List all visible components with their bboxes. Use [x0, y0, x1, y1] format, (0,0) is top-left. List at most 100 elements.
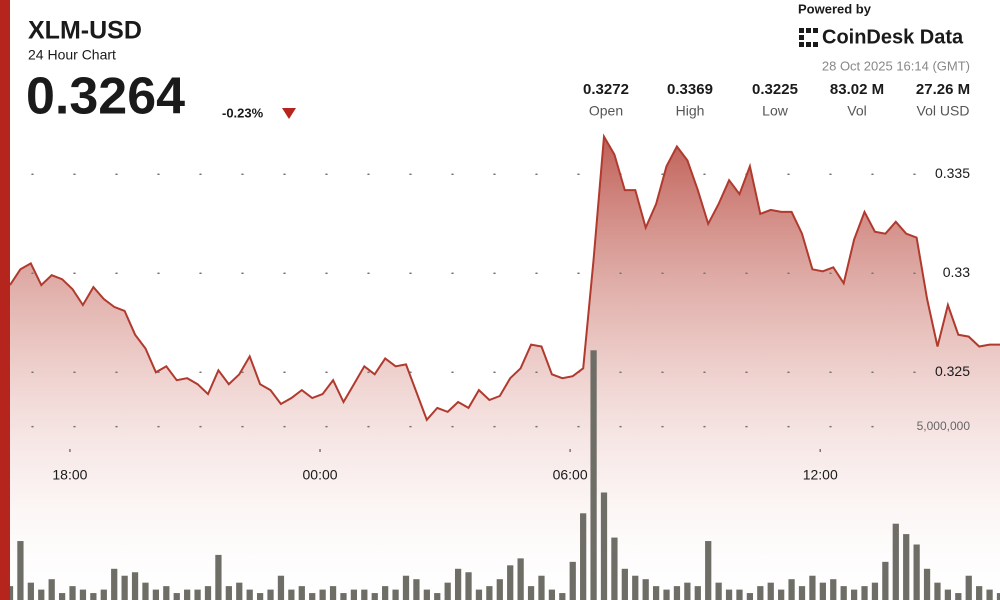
price-line — [9, 133, 1000, 422]
volume-bar — [382, 586, 389, 600]
volume-bar — [652, 586, 660, 600]
stat-label: Open — [589, 103, 623, 119]
volume-bar — [215, 554, 222, 600]
volume-bar — [705, 541, 712, 600]
stat-value: 0.3225 — [752, 81, 798, 98]
volume-bar — [121, 575, 128, 600]
volume-bar — [736, 589, 743, 600]
volume-bar — [163, 586, 170, 600]
volume-bar — [444, 582, 451, 600]
x-tick-label: 12:00 — [803, 467, 838, 483]
volume-bar — [517, 558, 524, 600]
plot: 0.325 0.33 0.335 5,000,000 18:00 00:00 06:00 12… — [6, 133, 1000, 600]
volume-bar — [673, 586, 681, 600]
volume-bar — [850, 589, 858, 600]
stat-value: 0.3272 — [583, 81, 629, 98]
volume-bar — [871, 582, 879, 600]
volume-bar — [329, 586, 337, 600]
y-tick-label: 0.325 — [935, 363, 970, 379]
volume-bar — [548, 589, 556, 600]
volume-bar — [38, 589, 45, 600]
volume-bar — [913, 544, 920, 600]
volume-bar — [90, 593, 97, 600]
price-area — [10, 136, 1000, 600]
volume-bar — [684, 582, 691, 600]
volume-bar — [288, 589, 295, 600]
volume-bar — [111, 568, 118, 600]
volume-bar — [861, 586, 868, 600]
volume-bar — [830, 579, 837, 600]
volume-bar — [392, 589, 399, 600]
volume-bar — [204, 586, 212, 600]
volume-bar — [788, 579, 795, 600]
volume-bar — [298, 586, 305, 600]
volume-bar — [507, 565, 514, 600]
volume-bar — [194, 589, 201, 600]
volume-bar — [694, 586, 701, 600]
volume-bar — [903, 534, 910, 600]
logo-text: CoinDesk Data — [822, 26, 964, 48]
stat-label: High — [676, 103, 705, 119]
volume-bar — [423, 589, 430, 600]
volume-bar — [256, 593, 264, 600]
volume-bar — [996, 593, 1000, 600]
volume-bar — [48, 579, 55, 600]
volume-bar — [340, 593, 347, 600]
volume-bar — [173, 593, 180, 600]
volume-bar — [371, 593, 378, 600]
volume-bar — [746, 593, 754, 600]
volume-bar — [225, 586, 232, 600]
volume-bar — [434, 593, 441, 600]
stat-label: Low — [762, 103, 789, 119]
stat-label: Vol — [847, 103, 866, 119]
volume-bar — [17, 541, 24, 600]
x-tick-label: 00:00 — [303, 467, 338, 483]
chart-subtitle: 24 Hour Chart — [28, 47, 116, 63]
volume-bar — [809, 575, 816, 600]
volume-bar — [267, 589, 274, 600]
volume-bar — [944, 589, 952, 600]
down-arrow — [282, 108, 296, 119]
volume-bar — [69, 586, 76, 600]
volume-bar — [663, 589, 670, 600]
volume-bar — [882, 561, 889, 600]
volume-bar — [757, 586, 764, 600]
volume-bar — [236, 582, 243, 600]
volume-bar — [309, 593, 316, 600]
volume-bar — [632, 575, 639, 600]
volume-bar — [454, 568, 462, 600]
volume-bar — [778, 589, 785, 600]
volume-bar — [413, 579, 420, 600]
volume-bar — [611, 537, 618, 600]
volume-bar — [142, 582, 149, 600]
volume-bar — [131, 572, 139, 600]
volume-bar — [976, 586, 983, 600]
stat-value: 27.26 M — [916, 81, 970, 98]
volume-bar — [538, 575, 545, 600]
volume-bar — [798, 586, 806, 600]
volume-bar — [350, 589, 358, 600]
accent-bar — [0, 0, 10, 600]
volume-bar — [840, 586, 847, 600]
volume-bar — [486, 586, 493, 600]
volume-bar — [58, 593, 66, 600]
volume-bar — [621, 568, 628, 600]
volume-bar — [819, 582, 826, 600]
volume-bar — [152, 589, 160, 600]
volume-bar — [892, 523, 899, 600]
volume-bar — [559, 593, 566, 600]
last-price: 0.3264 — [26, 68, 185, 126]
volume-bar — [642, 579, 649, 600]
volume-bar — [319, 589, 326, 600]
volume-bar — [569, 561, 576, 600]
stat-label: Vol USD — [917, 103, 970, 119]
y-tick-label: 0.335 — [935, 165, 970, 181]
stat-value: 0.3369 — [667, 81, 713, 98]
volume-bar — [465, 572, 472, 600]
volume-bar — [27, 582, 34, 600]
volume-bar — [79, 589, 87, 600]
volume-bar — [580, 513, 587, 600]
volume-bar — [527, 586, 535, 600]
volume-bar — [184, 589, 191, 600]
